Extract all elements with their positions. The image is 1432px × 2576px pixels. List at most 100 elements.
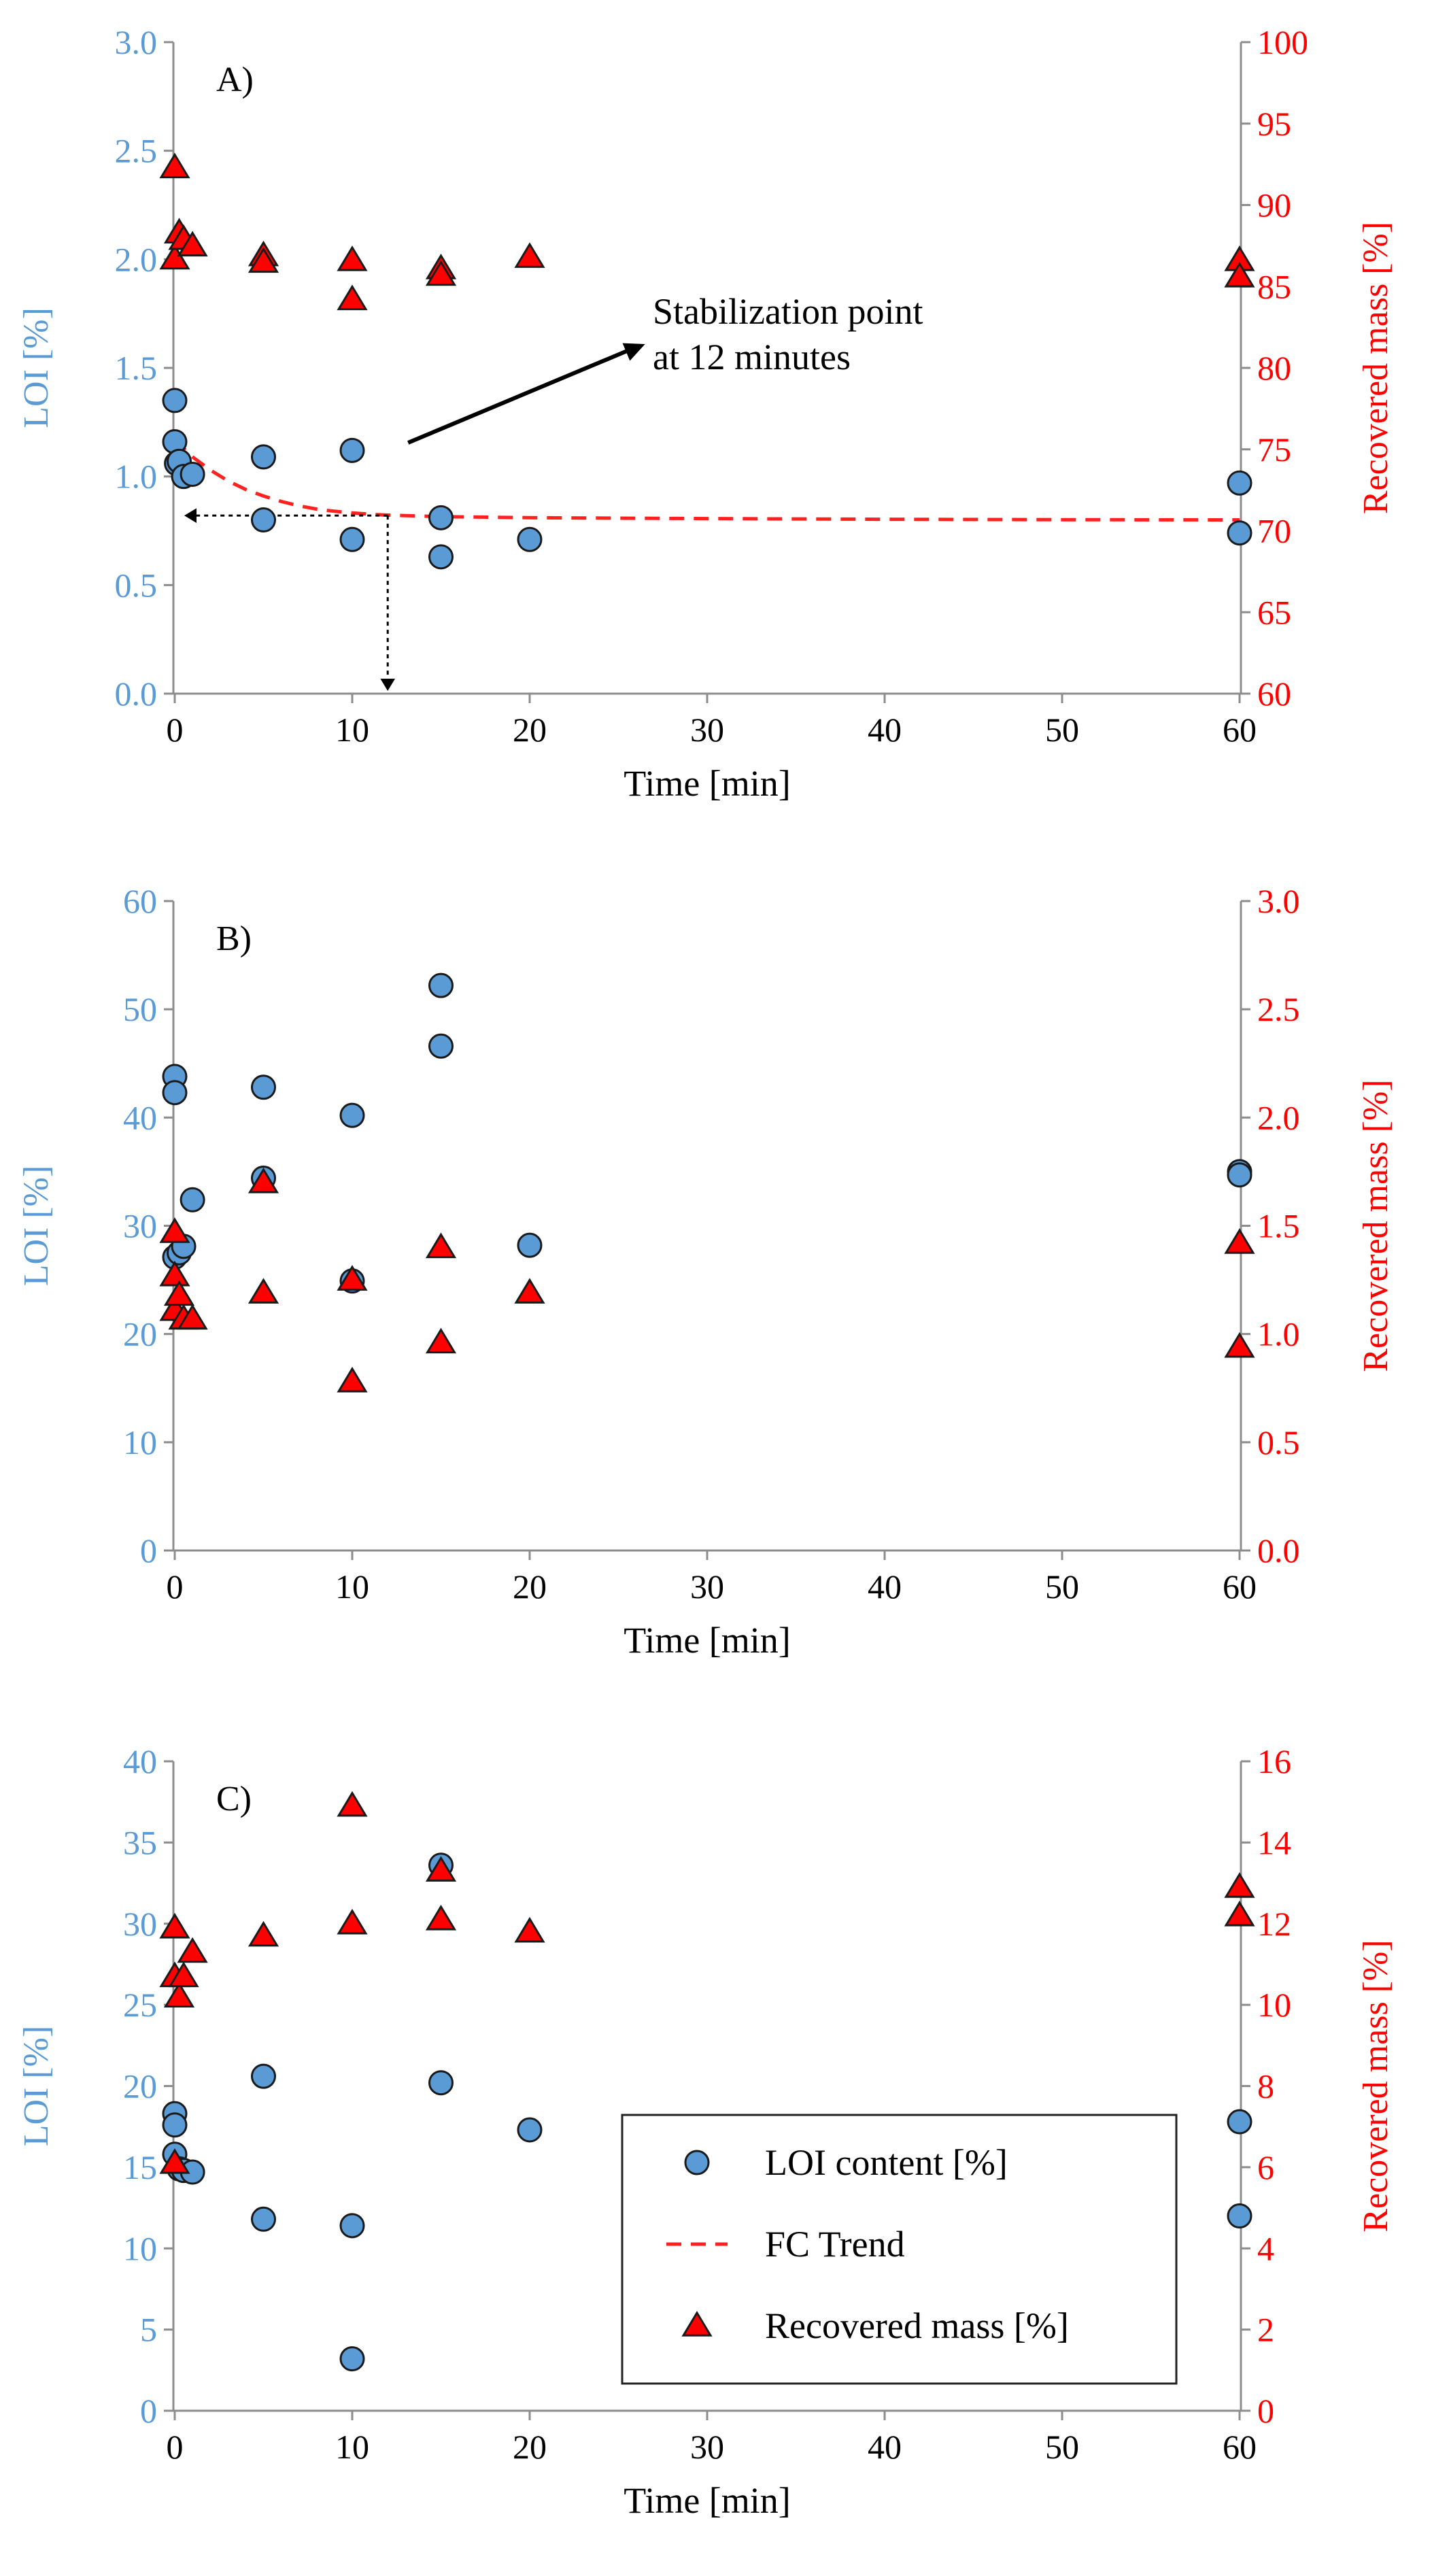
annotation-arrow xyxy=(407,348,630,445)
recovered-mass-point xyxy=(337,245,368,271)
y-axis-label: LOI [%] xyxy=(17,307,56,428)
recovered-mass-point xyxy=(248,1920,279,1947)
y-tick-label: 20 xyxy=(123,1315,157,1353)
y2-axis-label: Recovered mass [%] xyxy=(1357,1939,1395,2232)
loi-point xyxy=(428,2070,454,2096)
recovered-mass-point xyxy=(514,1278,545,1304)
recovered-mass-point xyxy=(163,1280,195,1306)
y2-tick-label: 85 xyxy=(1257,267,1291,305)
recovered-mass-point xyxy=(425,260,457,286)
recovered-mass-point xyxy=(1224,1900,1255,1927)
y-tick-label: 0.0 xyxy=(115,675,158,713)
annotation-text-line1: Stabilization point xyxy=(653,291,923,332)
loi-point xyxy=(162,2112,188,2138)
guide-arrowhead-left xyxy=(184,508,197,523)
loi-point xyxy=(339,2346,365,2372)
loi-point xyxy=(251,444,276,470)
loi-point xyxy=(162,388,188,413)
x-tick-label: 30 xyxy=(690,711,724,749)
recovered-mass-point xyxy=(337,1791,368,1817)
y2-tick-label: 75 xyxy=(1257,430,1291,469)
x-axis-label: Time [min] xyxy=(624,2480,791,2521)
recovered-mass-point xyxy=(163,1982,195,2007)
x-tick-label: 40 xyxy=(868,2428,902,2466)
panel-label: C) xyxy=(216,1780,252,1818)
loi-point xyxy=(251,507,276,533)
y2-tick-label: 3.0 xyxy=(1257,882,1300,920)
y2-tick-label: 4 xyxy=(1257,2229,1274,2267)
legend-circle-icon xyxy=(684,2150,710,2175)
y2-tick-label: 6 xyxy=(1257,2148,1274,2186)
recovered-mass-point xyxy=(337,1366,368,1393)
y-tick-label: 2.5 xyxy=(115,132,158,170)
recovered-mass-point xyxy=(177,1937,208,1963)
y-tick-label: 0.5 xyxy=(115,566,158,604)
y2-tick-label: 10 xyxy=(1257,1986,1291,2024)
annotation-arrowhead xyxy=(622,343,645,361)
panel-label: A) xyxy=(216,61,254,99)
recovered-mass-point xyxy=(159,2148,190,2174)
loi-point xyxy=(251,1074,276,1100)
recovered-mass-point xyxy=(425,1856,457,1882)
y2-tick-label: 60 xyxy=(1257,675,1291,713)
recovered-mass-point xyxy=(514,242,545,268)
loi-point xyxy=(1227,470,1252,496)
y2-tick-label: 70 xyxy=(1257,512,1291,550)
guide-arrowhead-down xyxy=(380,679,395,691)
loi-point xyxy=(428,972,454,998)
recovered-mass-point xyxy=(1224,1872,1255,1898)
y2-tick-label: 100 xyxy=(1257,23,1308,61)
y2-tick-label: 2 xyxy=(1257,2311,1274,2349)
recovered-mass-point xyxy=(168,1961,199,1988)
y-tick-label: 3.0 xyxy=(115,23,158,61)
recovered-mass-point xyxy=(159,152,190,179)
x-tick-label: 10 xyxy=(335,2428,369,2466)
y2-axis-label: Recovered mass [%] xyxy=(1357,222,1395,514)
recovered-mass-point xyxy=(177,1304,208,1330)
recovered-mass-point xyxy=(514,1916,545,1943)
y-axis-label: LOI [%] xyxy=(17,1166,56,1287)
y2-tick-label: 90 xyxy=(1257,186,1291,224)
y2-tick-label: 0.5 xyxy=(1257,1423,1300,1461)
y-tick-label: 10 xyxy=(123,1423,157,1461)
y2-tick-label: 16 xyxy=(1257,1742,1291,1780)
recovered-mass-point xyxy=(177,231,208,257)
y-tick-label: 40 xyxy=(123,1098,157,1136)
x-tick-label: 20 xyxy=(513,1567,547,1606)
loi-point xyxy=(251,2206,276,2232)
x-tick-label: 0 xyxy=(167,2428,184,2466)
legend-entry: LOI content [%] xyxy=(765,2142,1008,2183)
recovered-mass-point xyxy=(159,243,190,270)
recovered-mass-point xyxy=(425,1327,457,1354)
recovered-mass-point xyxy=(425,1904,457,1931)
y2-tick-label: 0.0 xyxy=(1257,1531,1300,1570)
recovered-mass-point xyxy=(337,1265,368,1291)
y-tick-label: 0 xyxy=(140,2392,157,2430)
y2-tick-label: 14 xyxy=(1257,1823,1291,1861)
loi-point xyxy=(517,2117,543,2143)
recovered-mass-point xyxy=(159,1260,190,1287)
recovered-mass-point xyxy=(337,284,368,311)
recovered-mass-point xyxy=(159,1217,190,1243)
y-tick-label: 30 xyxy=(123,1207,157,1245)
loi-point xyxy=(428,1033,454,1059)
y2-tick-label: 2.5 xyxy=(1257,990,1300,1028)
y2-tick-label: 65 xyxy=(1257,593,1291,631)
y-tick-label: 50 xyxy=(123,990,157,1028)
y-tick-label: 60 xyxy=(123,882,157,920)
y-tick-label: 35 xyxy=(123,1823,157,1861)
recovered-mass-point xyxy=(425,1232,457,1259)
loi-point xyxy=(1227,2109,1252,2135)
loi-point xyxy=(1227,2203,1252,2228)
x-tick-label: 30 xyxy=(690,1567,724,1606)
legend-triangle-icon xyxy=(681,2311,713,2337)
x-tick-label: 0 xyxy=(167,711,184,749)
recovered-mass-point xyxy=(337,1908,368,1935)
x-tick-label: 50 xyxy=(1045,1567,1079,1606)
loi-point xyxy=(339,437,365,463)
y2-tick-label: 12 xyxy=(1257,1905,1291,1943)
loi-point xyxy=(251,2063,276,2089)
loi-point xyxy=(1227,1162,1252,1188)
y2-tick-label: 95 xyxy=(1257,105,1291,143)
